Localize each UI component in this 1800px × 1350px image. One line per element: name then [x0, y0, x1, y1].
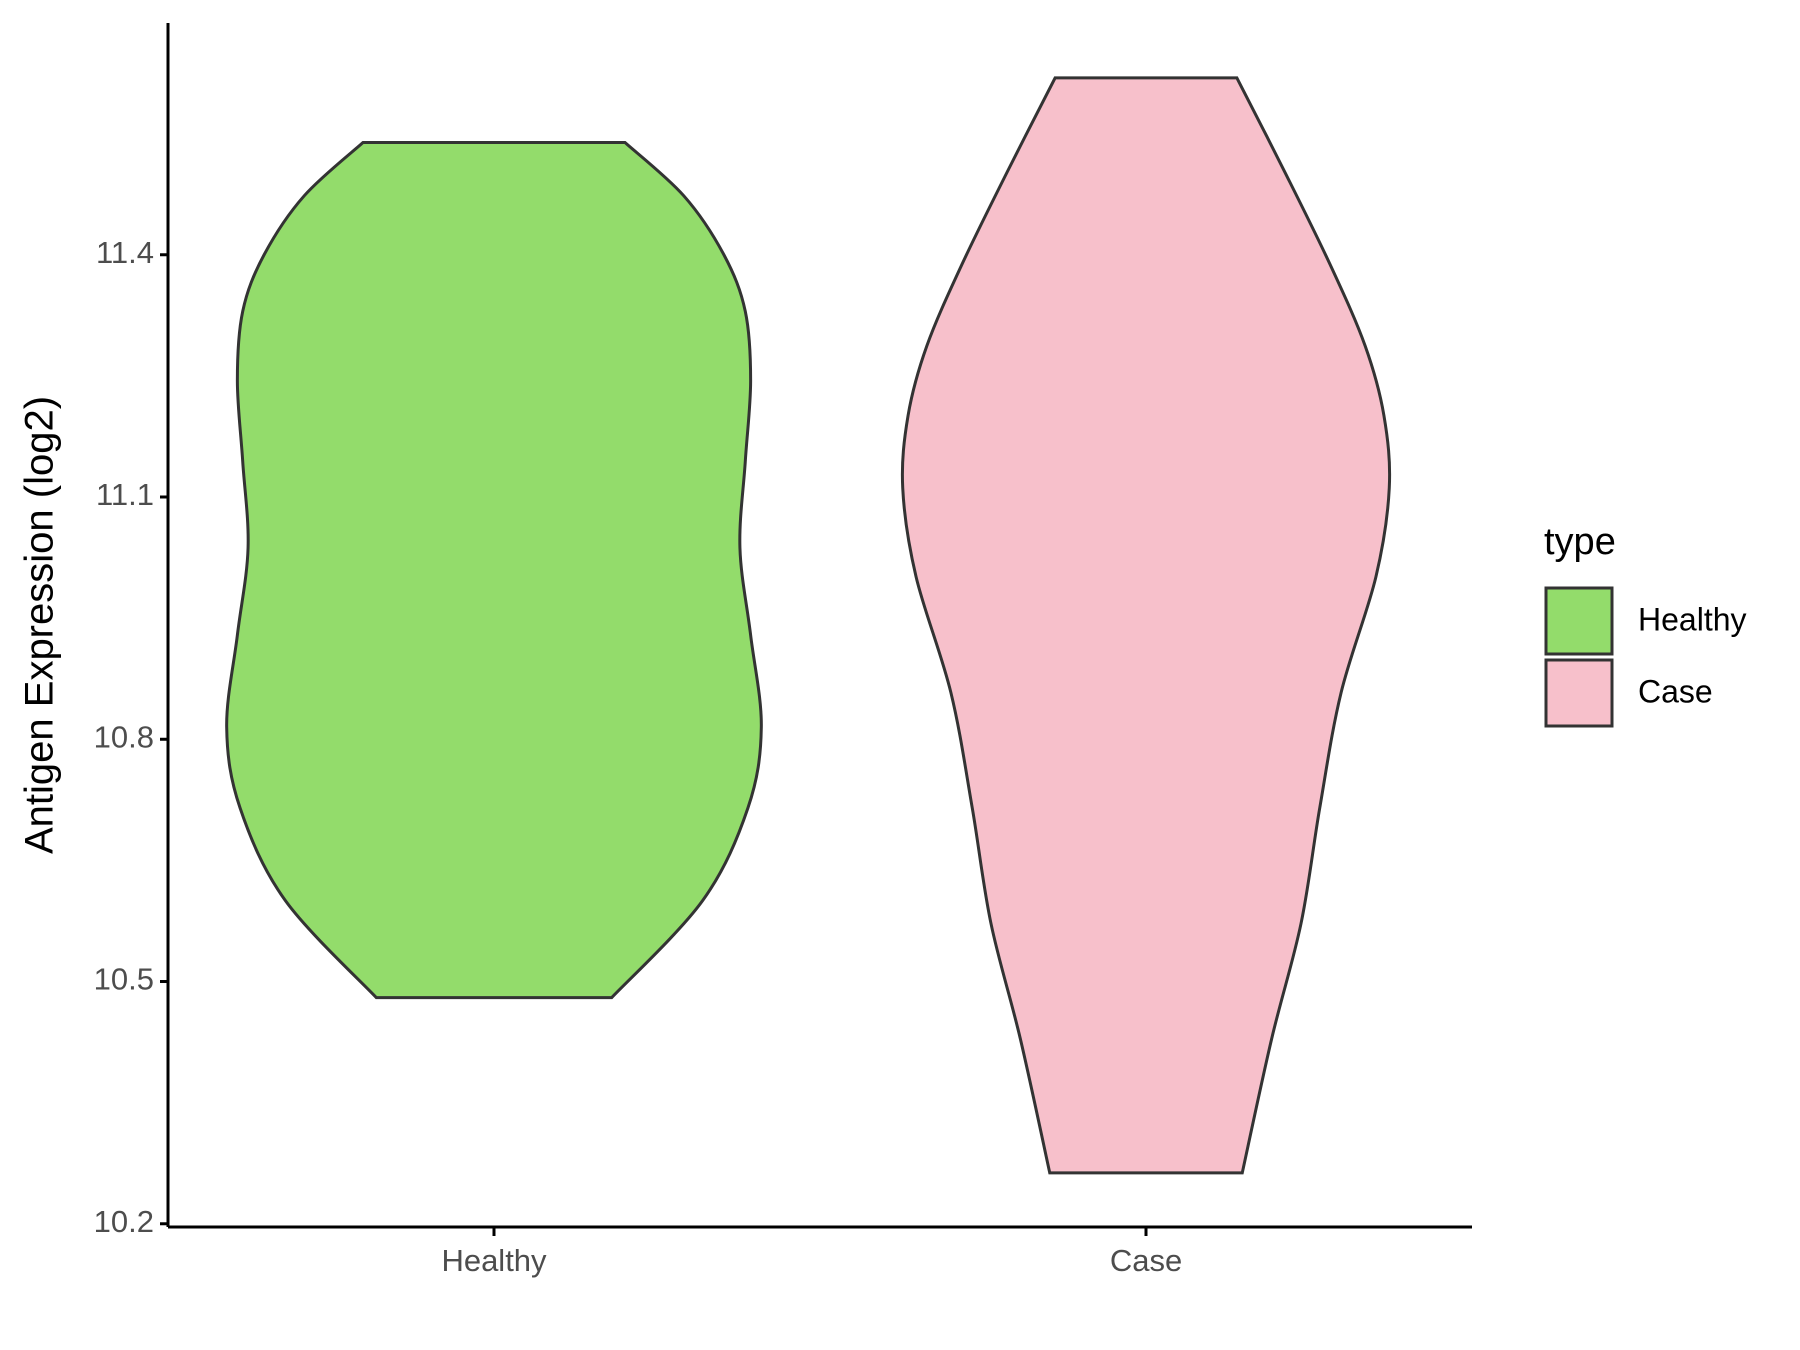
legend-title: type — [1544, 521, 1616, 563]
legend-label: Healthy — [1638, 601, 1747, 637]
violin — [900, 76, 1392, 1175]
y-tick-label: 10.2 — [94, 1204, 154, 1239]
legend-key — [1544, 658, 1614, 728]
x-tick-label: Healthy — [441, 1243, 547, 1278]
violin — [225, 141, 763, 1000]
y-axis-title: Antigen Expression (log2) — [18, 396, 62, 854]
x-tick-label: Case — [1110, 1243, 1182, 1278]
y-tick-label: 10.8 — [94, 719, 154, 754]
y-tick-label: 11.1 — [96, 477, 154, 512]
y-tick-label: 11.4 — [96, 235, 154, 270]
legend-label: Case — [1638, 673, 1713, 709]
y-tick-label: 10.5 — [94, 962, 154, 997]
legend-key — [1544, 586, 1614, 656]
